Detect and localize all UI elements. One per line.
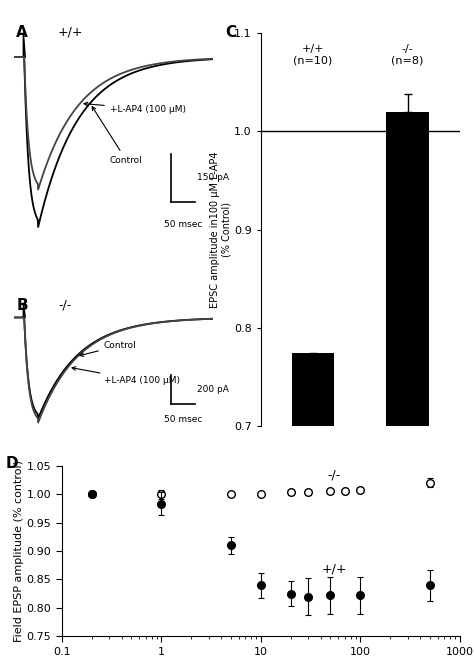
Bar: [386, 112, 429, 656]
Text: 50 msec: 50 msec: [164, 415, 202, 424]
Text: D: D: [6, 455, 18, 470]
Text: -/-: -/-: [58, 298, 71, 312]
Text: 50 msec: 50 msec: [164, 220, 202, 230]
Y-axis label: EPSC amplitude in100 μM L-AP4
(% Control): EPSC amplitude in100 μM L-AP4 (% Control…: [210, 152, 231, 308]
Bar: [292, 353, 334, 656]
Text: C: C: [225, 25, 236, 40]
Text: B: B: [16, 298, 28, 314]
Y-axis label: Field EPSP amplitude (% control): Field EPSP amplitude (% control): [14, 460, 24, 642]
Text: +/+: +/+: [322, 563, 347, 576]
Text: +/+
(n=10): +/+ (n=10): [293, 44, 332, 65]
Text: Control: Control: [92, 107, 143, 165]
Text: 150 pA: 150 pA: [197, 173, 229, 182]
Text: 200 pA: 200 pA: [197, 385, 229, 394]
Text: Control: Control: [80, 341, 137, 356]
Text: +L-AP4 (100 μM): +L-AP4 (100 μM): [72, 367, 180, 385]
Text: -/-
(n=8): -/- (n=8): [392, 44, 424, 65]
Text: -/-: -/-: [328, 468, 341, 482]
Text: A: A: [16, 25, 28, 40]
Text: +/+: +/+: [58, 25, 83, 38]
Text: +L-AP4 (100 μM): +L-AP4 (100 μM): [84, 102, 186, 113]
